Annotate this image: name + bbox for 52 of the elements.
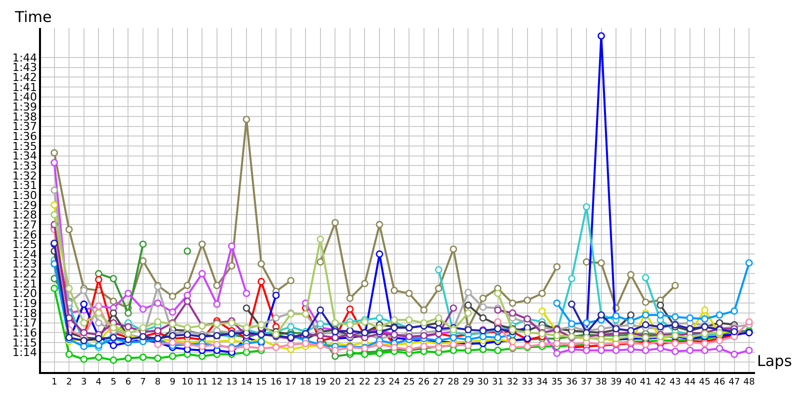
x-tick-label: 1 (51, 378, 58, 388)
x-tick-label: 28 (448, 378, 460, 388)
x-tick-label: 25 (403, 378, 415, 388)
x-tick-label: 10 (182, 378, 194, 388)
x-tick-label: 21 (344, 378, 356, 388)
y-tick-label: 1:27 (12, 218, 38, 232)
x-axis-title: Laps (757, 352, 792, 370)
x-tick-label: 17 (285, 378, 297, 388)
x-tick-label: 24 (388, 378, 400, 388)
x-tick-label: 12 (211, 378, 223, 388)
x-tick-label: 9 (170, 378, 176, 388)
x-tick-label: 6 (125, 378, 132, 388)
x-tick-label: 23 (374, 378, 386, 388)
x-tick-label: 30 (477, 378, 489, 388)
x-tick-label: 4 (96, 378, 102, 388)
x-tick-label: 11 (196, 378, 208, 388)
x-tick-label: 2 (66, 378, 72, 388)
x-tick-label: 29 (462, 378, 474, 388)
x-tick-label: 40 (625, 378, 637, 388)
x-tick-label: 47 (728, 378, 740, 388)
x-tick-label: 34 (536, 378, 548, 388)
x-tick-label: 36 (566, 378, 578, 388)
x-tick-label: 13 (226, 378, 238, 388)
x-tick-label: 46 (714, 378, 726, 388)
x-tick-label: 3 (81, 378, 87, 388)
x-tick-label: 43 (669, 378, 681, 388)
x-tick-label: 39 (610, 378, 622, 388)
x-tick-label: 19 (314, 378, 326, 388)
x-tick-label: 27 (432, 378, 444, 388)
x-tick-label: 31 (492, 378, 504, 388)
x-tick-label: 7 (140, 378, 146, 388)
x-tick-label: 48 (743, 378, 756, 388)
y-axis-title: Time (14, 8, 52, 26)
x-tick-label: 26 (418, 378, 430, 388)
x-tick-label: 37 (580, 378, 592, 388)
x-tick-label: 33 (522, 378, 534, 388)
x-tick-label: 14 (240, 378, 252, 388)
x-tick-label: 38 (596, 378, 608, 388)
x-tick-label: 16 (270, 378, 282, 388)
x-tick-label: 15 (256, 378, 267, 388)
x-tick-label: 20 (329, 378, 342, 388)
x-tick-label: 41 (640, 378, 652, 388)
x-tick-label: 35 (551, 378, 563, 388)
x-tick-label: 8 (154, 378, 161, 388)
y-tick-label: 1:18 (12, 306, 38, 320)
x-tick-label: 42 (654, 378, 666, 388)
x-tick-label: 44 (684, 378, 696, 388)
x-tick-label: 22 (359, 378, 370, 388)
x-tick-label: 32 (506, 378, 518, 388)
x-tick-label: 18 (300, 378, 312, 388)
x-tick-label: 45 (699, 378, 710, 388)
x-tick-label: 5 (110, 378, 116, 388)
